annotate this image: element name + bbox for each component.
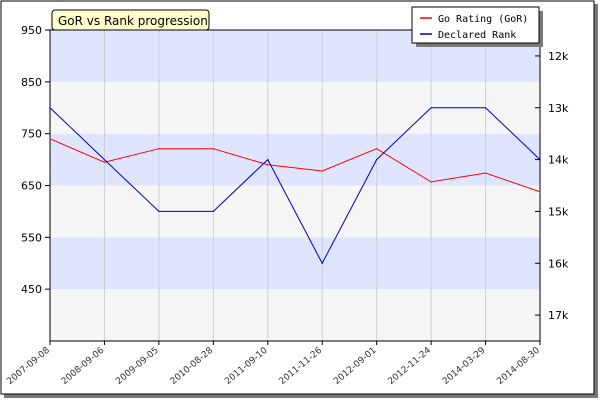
- data-point-rank: [158, 210, 160, 213]
- plot-grid: [103, 30, 487, 341]
- y-right-tick-label: 13k: [548, 102, 569, 115]
- series-line-rank: [49, 107, 541, 265]
- data-point-rank: [484, 107, 487, 109]
- y-left-tick-label: 650: [21, 180, 42, 193]
- data-point-rank: [267, 158, 269, 161]
- data-point-gor: [49, 138, 51, 140]
- y-right-tick-label: 15k: [548, 205, 569, 218]
- legend-label-rank: Declared Rank: [438, 30, 516, 41]
- data-point-gor: [430, 181, 432, 183]
- plot-bands: [50, 30, 540, 341]
- data-point-gor: [539, 191, 541, 193]
- data-point-rank: [321, 262, 323, 264]
- y-left-tick-label: 950: [21, 24, 42, 37]
- y-left-tick-label: 750: [21, 128, 42, 141]
- y-right-tick-label: 14k: [548, 154, 569, 167]
- data-point-rank: [376, 158, 378, 161]
- y-right-tick-label: 16k: [548, 257, 569, 270]
- data-point-rank: [539, 158, 541, 161]
- plot-band: [50, 133, 540, 186]
- data-point-gor: [267, 164, 269, 166]
- y-right-axis: 12k 13k 14k 15k 16k 17k: [535, 50, 569, 322]
- plot-band: [50, 237, 540, 290]
- y-left-tick-label: 550: [21, 231, 42, 244]
- y-right-tick-label: 17k: [548, 309, 569, 322]
- legend: Go Rating (GoR) Declared Rank: [411, 6, 543, 47]
- data-point-gor: [376, 148, 378, 150]
- y-left-tick-label: 850: [21, 76, 42, 89]
- y-left-tick-label: 450: [21, 283, 42, 296]
- chart-title: GoR vs Rank progression: [58, 14, 208, 28]
- y-right-tick-label: 12k: [548, 50, 569, 63]
- data-point-gor: [103, 161, 106, 163]
- data-point-rank: [103, 158, 106, 161]
- data-point-gor: [321, 170, 323, 172]
- chart-title-box: GoR vs Rank progression: [51, 9, 210, 31]
- plot-band: [50, 289, 540, 341]
- series-layer: [49, 107, 541, 265]
- series-line-gor: [49, 138, 541, 193]
- data-point-rank: [430, 107, 432, 109]
- legend-label-gor: Go Rating (GoR): [438, 14, 528, 25]
- data-point-gor: [158, 148, 160, 150]
- data-point-rank: [212, 210, 214, 213]
- data-point-rank: [49, 107, 51, 109]
- y-left-axis: 950 850 750 650 550 450: [21, 24, 50, 296]
- data-point-gor: [484, 172, 487, 174]
- data-point-gor: [212, 148, 214, 150]
